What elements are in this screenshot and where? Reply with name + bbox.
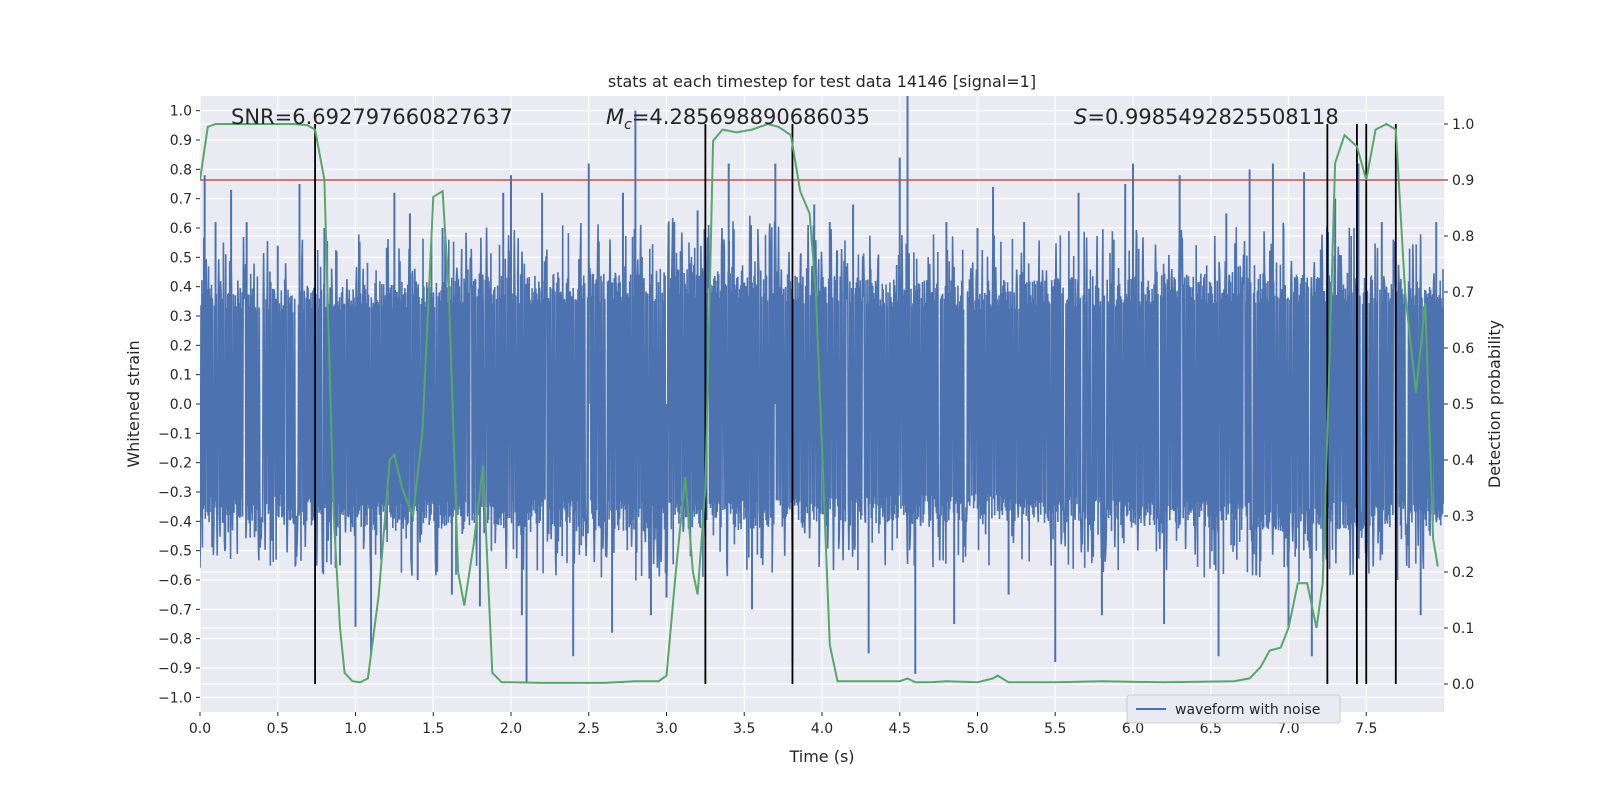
y-tick-label: −0.9 [158, 661, 192, 677]
y2-tick-label: 0.6 [1452, 341, 1474, 357]
s-value: =0.9985492825508118 [1087, 105, 1338, 129]
y-tick-label: 0.8 [170, 162, 192, 178]
x-tick-label: 0.5 [267, 721, 289, 737]
y-tick-label: 0.3 [170, 309, 192, 325]
y2-tick-label: 0.1 [1452, 621, 1474, 637]
series-waveform-with-noise [200, 96, 1444, 683]
y-axis-ticks: 1.0 0.9 0.8 0.7 0.6 0.5 0.4 0.3 0.2 0.1 0.0 −0.1 −0.… [158, 104, 200, 706]
y-tick-label: 0.0 [170, 397, 192, 413]
y2-tick-label: 0.9 [1452, 173, 1474, 189]
y2-axis-label: Detection probability [1485, 320, 1504, 488]
legend-label-waveform: waveform with noise [1175, 702, 1320, 718]
y2-tick-label: 0.2 [1452, 565, 1474, 581]
legend-box [1126, 694, 1341, 724]
chart-title: stats at each timestep for test data 141… [608, 72, 1036, 91]
x-tick-label: 5.0 [966, 721, 988, 737]
y-tick-label: 0.7 [170, 192, 192, 208]
s-symbol: S [1074, 105, 1087, 129]
x-tick-label: 2.0 [500, 721, 522, 737]
y-tick-label: −0.4 [158, 514, 192, 530]
y-tick-label: −1.0 [158, 690, 192, 706]
chirp-mass-annotation: Mc=4.285698890686035 [606, 105, 870, 133]
y-tick-label: −0.8 [158, 632, 192, 648]
y-tick-label: −0.5 [158, 544, 192, 560]
chirp-mass-subscript: c [624, 117, 632, 133]
y2-tick-label: 0.8 [1452, 229, 1474, 245]
y2-axis-ticks: 1.0 0.9 0.8 0.7 0.6 0.5 0.4 0.3 0.2 0.1 0.0 [1444, 117, 1474, 693]
y2-tick-label: 1.0 [1452, 117, 1474, 133]
x-tick-label: 5.5 [1044, 721, 1066, 737]
y2-tick-label: 0.0 [1452, 677, 1474, 693]
y-tick-label: 0.4 [170, 280, 192, 296]
y-tick-label: −0.6 [158, 573, 192, 589]
y2-tick-label: 0.3 [1452, 509, 1474, 525]
x-tick-label: 0.0 [189, 721, 211, 737]
snr-annotation: SNR=6.692797660827637 [231, 105, 513, 129]
detection-probability-line [200, 122, 1439, 684]
x-tick-label: 2.5 [578, 721, 600, 737]
s-annotation: S=0.9985492825508118 [1074, 105, 1339, 129]
y-tick-label: −0.3 [158, 485, 192, 501]
y-tick-label: −0.7 [158, 602, 192, 618]
series-detection-probability [200, 122, 1439, 684]
y2-tick-label: 0.4 [1452, 453, 1474, 469]
x-tick-label: 3.5 [733, 721, 755, 737]
x-tick-label: 4.0 [811, 721, 833, 737]
x-tick-label: 7.0 [1277, 721, 1299, 737]
y-tick-label: 0.9 [170, 133, 192, 149]
y-tick-label: 0.5 [170, 250, 192, 266]
vertical-marker-lines [314, 124, 1397, 684]
y-tick-label: 0.2 [170, 338, 192, 354]
x-tick-label: 3.0 [655, 721, 677, 737]
y-tick-label: −0.1 [158, 426, 192, 442]
y-axis-label: Whitened strain [124, 340, 143, 467]
y2-tick-label: 0.5 [1452, 397, 1474, 413]
x-axis-label: Time (s) [788, 747, 854, 766]
y-tick-label: 0.1 [170, 368, 192, 384]
x-tick-label: 6.5 [1200, 721, 1222, 737]
x-tick-label: 6.0 [1122, 721, 1144, 737]
waveform-noise-trace [200, 215, 1444, 582]
x-axis-ticks: 0.0 0.5 1.0 1.5 2.0 2.5 3.0 3.5 4.0 4.5 5.0 5.5 6.0 6… [189, 712, 1377, 737]
y-tick-label: −0.2 [158, 456, 192, 472]
legend: waveform with noise [1126, 694, 1341, 724]
y-tick-label: 1.0 [170, 104, 192, 120]
y2-tick-label: 0.7 [1452, 285, 1474, 301]
x-tick-label: 4.5 [889, 721, 911, 737]
chirp-mass-value: =4.285698890686035 [632, 105, 870, 129]
chirp-mass-symbol: M [606, 105, 624, 129]
x-tick-label: 1.5 [422, 721, 444, 737]
x-tick-label: 1.0 [344, 721, 366, 737]
x-tick-label: 7.5 [1355, 721, 1377, 737]
y-tick-label: 0.6 [170, 221, 192, 237]
